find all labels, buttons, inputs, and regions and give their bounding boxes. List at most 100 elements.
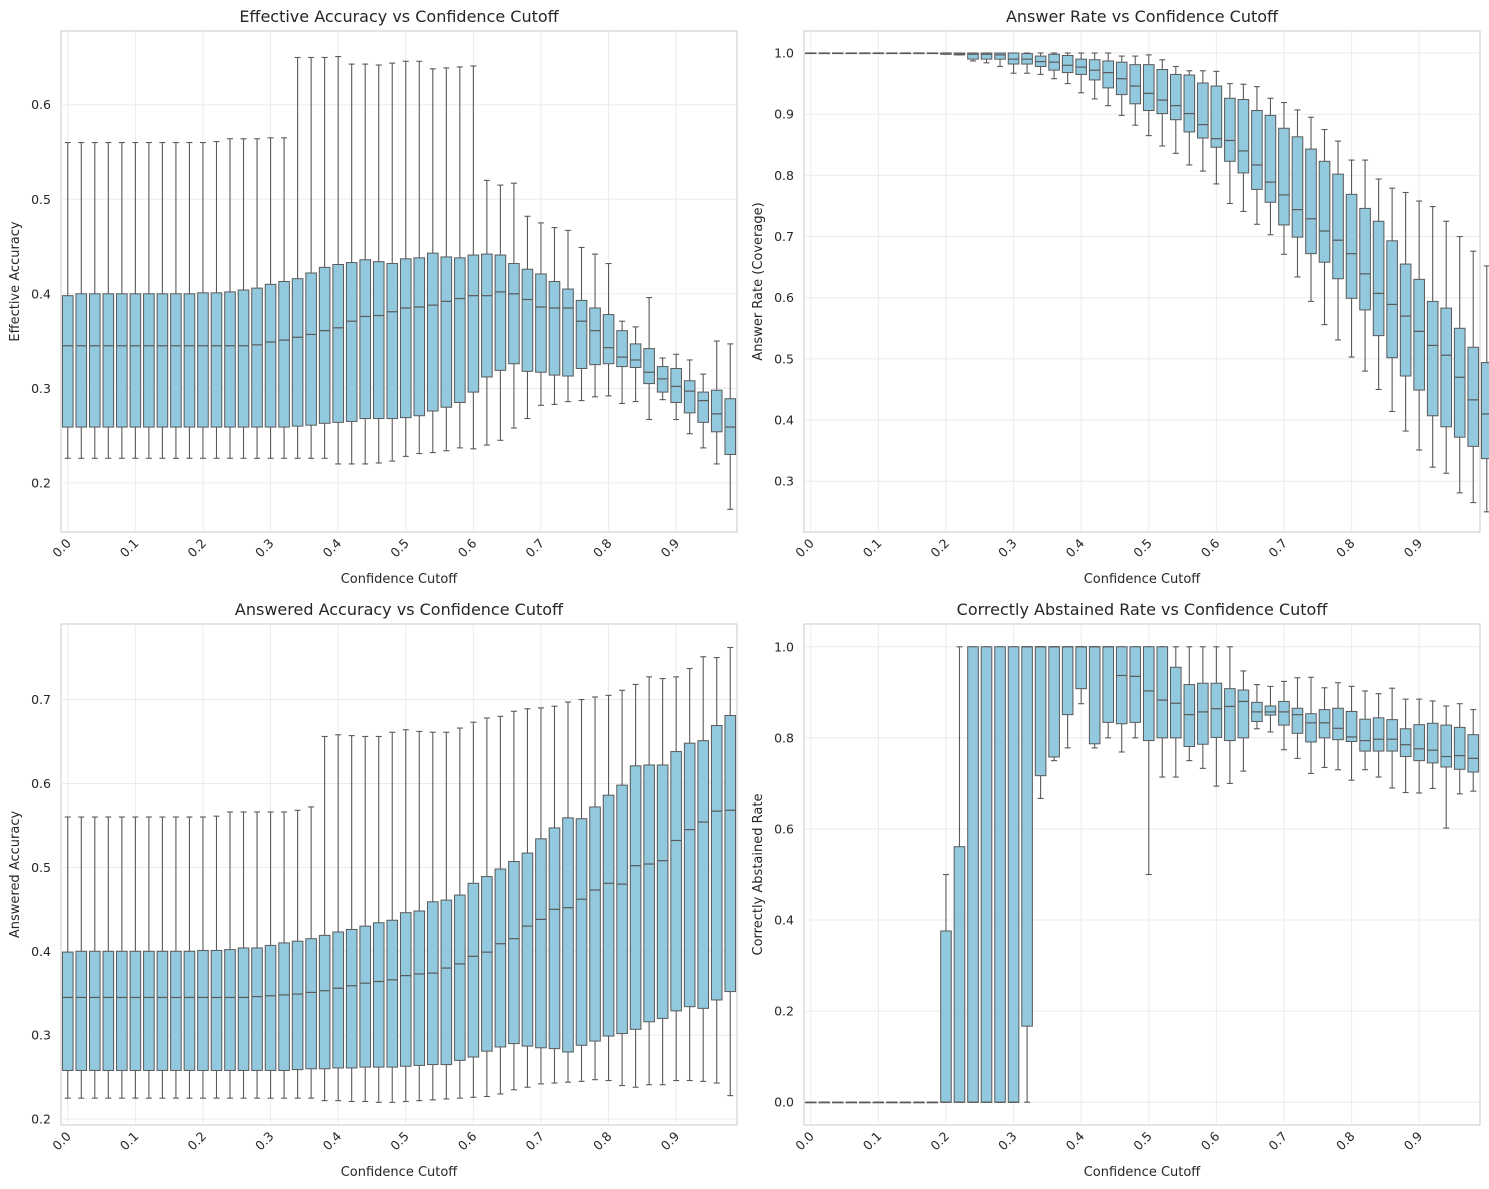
box-0.32 — [1021, 52, 1033, 74]
box-0.96 — [1453, 235, 1466, 494]
iqr-box — [372, 261, 385, 420]
iqr-box — [967, 52, 979, 60]
y-tick-label: 0.8 — [774, 730, 794, 745]
iqr-box — [1291, 707, 1304, 734]
box-0.94 — [1440, 220, 1453, 474]
iqr-box — [1156, 69, 1169, 115]
iqr-box — [1102, 646, 1115, 723]
iqr-box — [967, 646, 979, 1103]
box-0.48 — [1129, 55, 1142, 126]
iqr-box — [1007, 646, 1020, 1103]
box-0.4 — [1075, 646, 1087, 705]
box-0.3 — [1007, 52, 1020, 74]
box-0.36 — [1048, 52, 1060, 80]
iqr-box — [467, 882, 480, 1058]
iqr-box — [1007, 52, 1020, 65]
y-tick-label: 0.4 — [774, 913, 794, 928]
iqr-box — [440, 899, 453, 1066]
iqr-box — [562, 288, 574, 377]
box-0.1 — [872, 52, 885, 55]
iqr-box — [643, 348, 655, 385]
iqr-box — [980, 646, 993, 1103]
iqr-box — [629, 765, 642, 1030]
box-0.8 — [602, 694, 615, 1082]
iqr-box — [359, 259, 371, 420]
y-tick-label: 0.5 — [31, 860, 51, 875]
iqr-box — [1115, 646, 1128, 725]
box-undefined — [1480, 265, 1489, 513]
iqr-box — [1305, 148, 1317, 255]
box-0.04 — [832, 52, 844, 55]
box-0.38 — [1061, 646, 1074, 749]
box-0.48 — [386, 731, 399, 1103]
x-axis-label: Confidence Cutoff — [1084, 572, 1202, 587]
box-0 — [804, 1101, 817, 1104]
iqr-box — [156, 950, 169, 1071]
box-0.42 — [1088, 52, 1101, 100]
box-0.88 — [1399, 191, 1412, 432]
box-0.04 — [89, 141, 101, 459]
box-0.94 — [697, 656, 710, 1082]
iqr-box — [616, 330, 628, 368]
iqr-box — [291, 278, 304, 427]
y-tick-labels: 0.2 0.3 0.4 0.5 0.6 0.7 — [31, 692, 51, 1127]
box-0.06 — [845, 52, 858, 55]
iqr-box — [318, 934, 331, 1070]
iqr-box — [251, 287, 263, 428]
iqr-box — [1142, 646, 1155, 742]
x-tick-label: 0.9 — [1401, 1128, 1426, 1153]
iqr-box — [1440, 724, 1453, 768]
iqr-box — [156, 293, 169, 428]
iqr-box — [980, 52, 993, 60]
box-0.76 — [575, 246, 588, 402]
iqr-box — [1291, 136, 1304, 238]
box-0.92 — [1426, 700, 1439, 789]
box-0.6 — [1210, 70, 1223, 185]
iqr-box — [1061, 646, 1074, 716]
x-tick-labels: 0.0 0.1 0.2 0.3 0.4 0.5 0.6 0.7 0.8 0.9 — [792, 1128, 1425, 1153]
box-0.3 — [264, 137, 277, 459]
box-0.68 — [521, 215, 534, 420]
iqr-box — [481, 876, 493, 1052]
iqr-box — [332, 931, 344, 1069]
box-0.44 — [359, 63, 371, 465]
box-0.3 — [264, 811, 277, 1099]
iqr-box — [697, 740, 710, 1009]
box-0.72 — [548, 227, 561, 405]
x-tick-label: 0.1 — [860, 1129, 885, 1154]
iqr-box — [562, 817, 574, 1053]
iqr-box — [197, 292, 209, 428]
box-0.58 — [1197, 70, 1209, 172]
iqr-box — [1305, 713, 1317, 743]
iqr-box — [143, 950, 155, 1071]
box-0.84 — [629, 683, 642, 1088]
box-0.78 — [1332, 682, 1344, 771]
box-0.72 — [548, 705, 561, 1084]
iqr-box — [1224, 688, 1236, 742]
y-tick-label: 0.4 — [31, 286, 51, 301]
iqr-box — [264, 944, 277, 1071]
box-0.9 — [1413, 698, 1425, 794]
box-0.44 — [359, 735, 371, 1103]
box-0.26 — [237, 811, 250, 1099]
box-0.04 — [89, 816, 101, 1099]
x-tick-label: 0.8 — [1333, 1128, 1358, 1153]
box-0.16 — [913, 52, 925, 55]
box-0.42 — [1088, 646, 1101, 749]
iqr-box — [1170, 73, 1182, 121]
box-0.46 — [1115, 646, 1128, 753]
box-0.88 — [656, 677, 669, 1086]
box-0.18 — [926, 1101, 939, 1104]
box-0.2 — [197, 816, 209, 1099]
iqr-box — [345, 928, 358, 1069]
iqr-box — [643, 764, 655, 1023]
iqr-box — [386, 919, 399, 1068]
box-0.4 — [332, 55, 344, 465]
iqr-box — [75, 293, 88, 428]
box-0.16 — [170, 141, 182, 459]
box-0.52 — [1156, 59, 1169, 147]
box-0.24 — [967, 52, 979, 62]
iqr-box — [143, 293, 155, 428]
y-tick-label: 0.3 — [774, 474, 794, 489]
box-0.46 — [372, 735, 385, 1103]
